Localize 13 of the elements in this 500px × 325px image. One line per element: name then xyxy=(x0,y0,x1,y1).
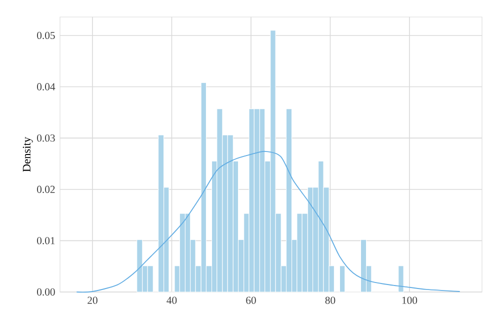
y-tick-label: 0.05 xyxy=(37,32,55,40)
x-tick-label: 80 xyxy=(325,296,336,304)
x-tick-label: 40 xyxy=(166,296,177,304)
y-axis-title: Density xyxy=(22,136,33,172)
x-tick-label: 100 xyxy=(402,296,418,304)
y-tick-label: 0.03 xyxy=(37,134,55,142)
y-tick-label: 0.00 xyxy=(37,288,55,296)
y-tick-label: 0.02 xyxy=(37,186,55,194)
x-tick-label: 60 xyxy=(246,296,256,304)
line-series xyxy=(76,150,460,293)
x-tick-label: 20 xyxy=(88,296,98,304)
y-tick-label: 0.04 xyxy=(37,83,56,90)
y-tick-label: 0.01 xyxy=(37,237,55,244)
